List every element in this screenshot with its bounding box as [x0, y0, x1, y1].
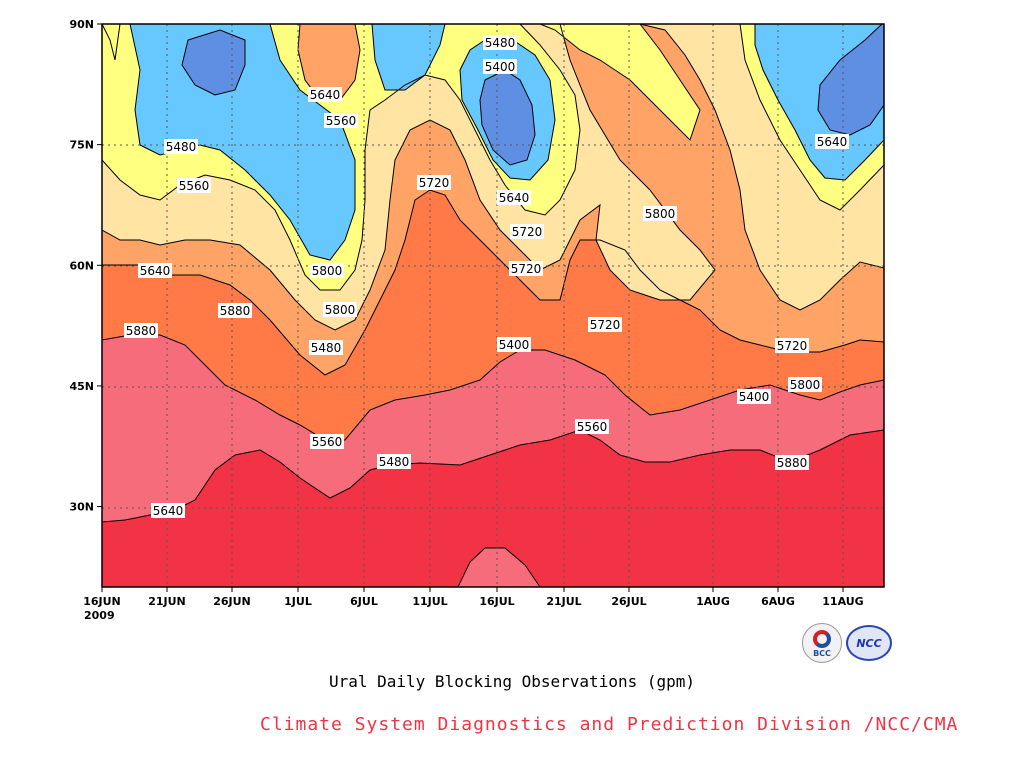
contour-label: 5880 [775, 455, 809, 470]
band-below-5400 [182, 30, 245, 95]
svg-text:5720: 5720 [512, 225, 543, 239]
svg-text:5640: 5640 [817, 135, 848, 149]
svg-text:5560: 5560 [326, 114, 357, 128]
chart-title: Ural Daily Blocking Observations (gpm) [328, 672, 696, 691]
contour-label: 5720 [775, 338, 809, 353]
contour-label: 5560 [324, 113, 358, 128]
svg-text:5800: 5800 [312, 264, 343, 278]
svg-text:5400: 5400 [485, 60, 516, 74]
band-5800-5880 [458, 548, 540, 587]
x-tick-label: 21JUN [148, 595, 186, 608]
contour-label: 5800 [788, 377, 822, 392]
contour-label: 5640 [815, 134, 849, 149]
contour-label: 5640 [497, 190, 531, 205]
x-tick-label: 11AUG [822, 595, 863, 608]
svg-text:5720: 5720 [590, 318, 621, 332]
ncc-logo-text: NCC [856, 637, 882, 650]
contour-label: 5800 [310, 263, 344, 278]
band-below-5400 [480, 70, 535, 165]
y-tick-label: 75N [69, 139, 94, 152]
svg-text:5480: 5480 [311, 341, 342, 355]
x-tick-label: 1AUG [696, 595, 730, 608]
y-axis: 90N 75N 60N 45N 30N [69, 18, 102, 514]
contour-label: 5400 [483, 59, 517, 74]
y-tick-label: 45N [69, 380, 94, 393]
svg-text:5880: 5880 [126, 324, 157, 338]
contour-label: 5560 [177, 178, 211, 193]
svg-text:5800: 5800 [325, 303, 356, 317]
svg-text:5800: 5800 [645, 207, 676, 221]
contour-labels: 5480 5400 5640 5560 5720 5480 5560 5640 5720 5720… [124, 35, 849, 518]
x-tick-label: 21JUL [546, 595, 581, 608]
svg-text:5560: 5560 [179, 179, 210, 193]
svg-text:5640: 5640 [310, 88, 341, 102]
x-axis: 16JUN 21JUN 26JUN 1JUL 6JUL 11JUL 16JUL 21JUL 26… [83, 587, 864, 608]
svg-text:5720: 5720 [511, 262, 542, 276]
bcc-swirl-icon [813, 630, 831, 648]
grid-lines [102, 24, 884, 587]
contour-label: 5480 [483, 35, 517, 50]
x-tick-label: 1JUL [284, 595, 312, 608]
svg-text:5720: 5720 [777, 339, 808, 353]
band-below-5400 [818, 24, 884, 135]
svg-text:5400: 5400 [499, 338, 530, 352]
contour-label: 5640 [138, 263, 172, 278]
y-tick-label: 30N [69, 501, 94, 514]
x-axis-year: 2009 [84, 609, 115, 622]
bcc-logo-text: BCC [813, 649, 831, 658]
contour-label: 5640 [308, 87, 342, 102]
contour-chart: 5480 5400 5640 5560 5720 5480 5560 5640 5720 5720… [69, 18, 885, 622]
svg-text:5640: 5640 [499, 191, 530, 205]
contour-label: 5880 [124, 323, 158, 338]
contour-label: 5480 [309, 340, 343, 355]
y-tick-label: 90N [69, 18, 94, 31]
x-tick-label: 6AUG [761, 595, 795, 608]
svg-text:5640: 5640 [140, 264, 171, 278]
band-5400-5480 [372, 24, 445, 90]
svg-text:5640: 5640 [153, 504, 184, 518]
ncc-logo: NCC [846, 625, 892, 661]
svg-text:5560: 5560 [312, 435, 343, 449]
x-tick-label: 26JUN [213, 595, 251, 608]
x-tick-label: 6JUL [350, 595, 378, 608]
contour-label: 5800 [323, 302, 357, 317]
credit-line: Climate System Diagnostics and Predictio… [260, 714, 959, 735]
plot-frame [101, 23, 885, 588]
contour-label: 5720 [510, 224, 544, 239]
svg-text:5480: 5480 [485, 36, 516, 50]
contour-label: 5640 [151, 503, 185, 518]
small-5480-patch [298, 24, 360, 100]
svg-text:5560: 5560 [577, 420, 608, 434]
contour-label: 5480 [377, 454, 411, 469]
svg-text:5880: 5880 [220, 304, 251, 318]
svg-text:5720: 5720 [419, 176, 450, 190]
contour-label: 5720 [417, 175, 451, 190]
bcc-logo: BCC [802, 623, 842, 663]
contour-label: 5560 [310, 434, 344, 449]
x-tick-label: 11JUL [412, 595, 447, 608]
band-5400-5480 [130, 24, 355, 260]
x-tick-label: 26JUL [611, 595, 646, 608]
svg-text:5800: 5800 [790, 378, 821, 392]
contour-label: 5560 [575, 419, 609, 434]
contour-label: 5720 [588, 317, 622, 332]
y-tick-label: 60N [69, 259, 94, 272]
svg-text:5480: 5480 [379, 455, 410, 469]
contour-label: 5400 [737, 389, 771, 404]
svg-text:5400: 5400 [739, 390, 770, 404]
x-tick-label: 16JUN [83, 595, 121, 608]
svg-text:5880: 5880 [777, 456, 808, 470]
contour-label: 5800 [643, 206, 677, 221]
contour-label: 5880 [218, 303, 252, 318]
contour-label: 5480 [164, 139, 198, 154]
svg-text:5480: 5480 [166, 140, 197, 154]
contour-lines [102, 24, 884, 587]
contour-label: 5720 [509, 261, 543, 276]
contour-label: 5400 [497, 337, 531, 352]
x-tick-label: 16JUL [479, 595, 514, 608]
